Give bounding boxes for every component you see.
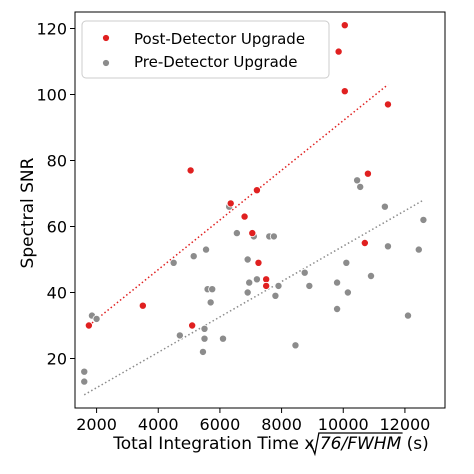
x-tick-label: 12000	[379, 415, 430, 434]
point-post	[262, 281, 271, 290]
point-post	[188, 321, 197, 330]
point-pre	[366, 271, 375, 280]
legend-marker-post	[102, 34, 110, 42]
point-pre	[305, 281, 314, 290]
point-post	[226, 199, 235, 208]
x-tick-label: 6000	[200, 415, 241, 434]
trend-lines	[83, 84, 424, 396]
point-pre	[252, 275, 261, 284]
point-pre	[274, 281, 283, 290]
point-post	[340, 87, 349, 96]
y-tick-label: 120	[36, 20, 67, 39]
x-tick-label: 8000	[261, 415, 302, 434]
y-axis-label: Spectral SNR	[18, 157, 38, 268]
legend-label-pre: Pre-Detector Upgrade	[134, 53, 298, 71]
point-pre	[300, 268, 309, 277]
x-axis-label-sqrt: 76/FWHM	[320, 434, 402, 454]
point-pre	[245, 278, 254, 287]
point-post	[254, 258, 263, 267]
point-pre	[243, 288, 252, 297]
point-pre	[200, 334, 209, 343]
point-pre	[333, 278, 342, 287]
point-post	[252, 186, 261, 195]
point-pre	[414, 245, 423, 254]
point-pre	[403, 311, 412, 320]
x-tick-label: 2000	[76, 415, 117, 434]
x-tick-label: 4000	[138, 415, 179, 434]
legend: Post-Detector Upgrade Pre-Detector Upgra…	[81, 20, 330, 79]
point-pre	[175, 331, 184, 340]
trend-line-post	[88, 84, 389, 327]
point-pre	[383, 242, 392, 251]
trend-line-pre	[83, 199, 424, 396]
point-post	[383, 100, 392, 109]
point-pre	[206, 298, 215, 307]
point-pre	[271, 291, 280, 300]
point-post	[363, 169, 372, 178]
point-post	[84, 321, 93, 330]
y-tick-label: 100	[36, 86, 67, 105]
point-pre	[198, 347, 207, 356]
point-pre	[92, 314, 101, 323]
y-tick-label: 40	[47, 284, 67, 303]
point-post	[186, 166, 195, 175]
axes: 2000 4000 6000 8000 10000 12000 20 40 60 80 100 120	[36, 11, 446, 434]
point-pre	[202, 245, 211, 254]
point-pre	[353, 176, 362, 185]
point-pre	[333, 304, 342, 313]
x-axis-label-unit: (s)	[401, 434, 429, 454]
legend-label-post: Post-Detector Upgrade	[134, 30, 305, 48]
y-tick-label: 20	[47, 350, 67, 369]
point-pre	[343, 288, 352, 297]
point-pre	[80, 377, 89, 386]
plot-frame	[74, 11, 446, 409]
point-post	[138, 301, 147, 310]
point-pre	[269, 232, 278, 241]
point-pre	[218, 334, 227, 343]
y-tick-label: 60	[47, 218, 67, 237]
point-pre	[243, 255, 252, 264]
point-pre	[342, 258, 351, 267]
x-axis-label-main: Total Integration Time x	[112, 434, 320, 454]
y-tick-label: 80	[47, 152, 67, 171]
point-post	[334, 47, 343, 56]
point-pre	[419, 215, 428, 224]
point-pre	[232, 229, 241, 238]
point-post	[248, 229, 257, 238]
legend-box	[81, 20, 330, 79]
point-post	[360, 238, 369, 247]
point-pre	[380, 202, 389, 211]
point-pre	[80, 367, 89, 376]
point-pre	[200, 324, 209, 333]
point-post	[340, 21, 349, 30]
x-tick-label: 10000	[318, 415, 369, 434]
point-pre	[208, 285, 217, 294]
point-pre	[189, 252, 198, 261]
point-pre	[356, 182, 365, 191]
point-pre	[169, 258, 178, 267]
point-post	[240, 212, 249, 221]
sqrt-radical-icon	[307, 432, 403, 457]
point-post	[262, 275, 271, 284]
x-axis-label: Total Integration Time x 76/FWHM (s)	[112, 434, 429, 454]
point-pre	[291, 341, 300, 350]
data-points	[80, 21, 428, 386]
legend-marker-pre	[102, 59, 110, 67]
